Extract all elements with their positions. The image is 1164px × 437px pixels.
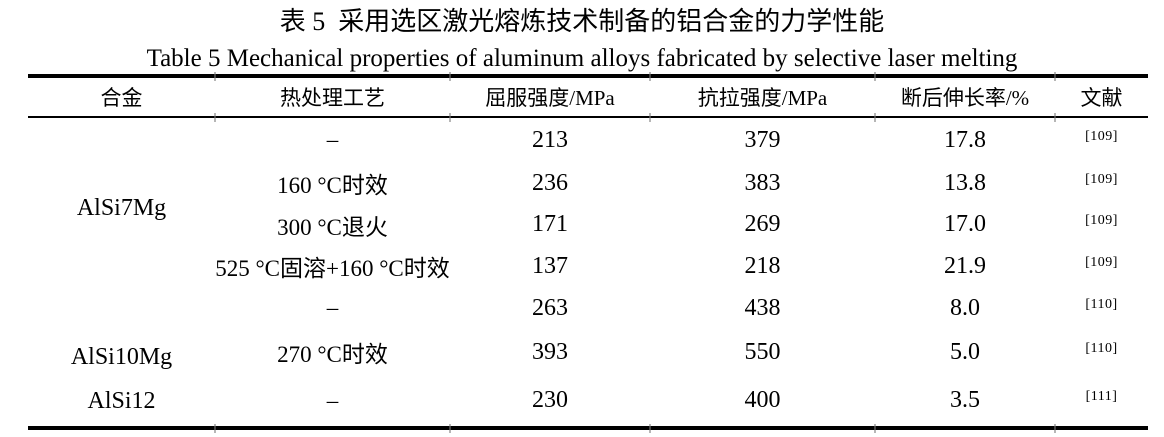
cell-tensile-strength: 400: [744, 387, 781, 413]
cell-elongation: 13.8: [944, 169, 986, 196]
cell-tensile-strength: 438: [744, 294, 781, 321]
column-header-tensile: 抗拉强度/MPa: [697, 86, 828, 110]
column-header-yield: 屈服强度/MPa: [485, 86, 615, 110]
table-top-rule: [28, 74, 1148, 78]
column-boundary-tick: [649, 72, 651, 81]
data-table: 合金 热处理工艺 屈服强度/MPa 抗拉强度/MPa 断后伸长率/% 文献 – …: [28, 72, 1148, 434]
cell-reference: [111]: [1055, 387, 1148, 414]
cell-elongation: 8.0: [950, 294, 980, 321]
cell-treatment: 160 °C时效: [277, 173, 388, 198]
cell-yield-strength: 213: [532, 126, 568, 153]
column-boundary-tick: [1054, 113, 1056, 122]
column-boundary-tick: [449, 113, 451, 122]
reference-citation: [111]: [1085, 389, 1118, 404]
table-row: 160 °C时效 236 383 13.8 [109]: [28, 162, 1148, 204]
table-body: – 213 379 17.8 [109] 160 °C时效 236 383 13…: [28, 118, 1148, 426]
column-boundary-tick: [874, 424, 876, 433]
cell-reference: [109]: [1055, 211, 1148, 238]
column-boundary-tick: [1054, 424, 1056, 433]
cell-treatment: –: [326, 127, 339, 152]
column-header-treatment: 热处理工艺: [280, 86, 385, 110]
cell-yield-strength: 263: [532, 294, 568, 321]
cell-yield-strength: 230: [532, 387, 568, 413]
cell-reference: [109]: [1055, 127, 1148, 154]
cell-tensile-strength: 269: [744, 211, 781, 237]
reference-citation: [109]: [1085, 128, 1118, 144]
column-header-alloy: 合金: [100, 86, 143, 110]
table-header-row: 合金 热处理工艺 屈服强度/MPa 抗拉强度/MPa 断后伸长率/% 文献: [28, 78, 1148, 116]
cell-elongation: 21.9: [944, 252, 986, 279]
table-bottom-rule: [28, 426, 1148, 430]
cell-tensile-strength: 218: [744, 252, 781, 279]
alloy-name-alsi10mg: AlSi10Mg: [70, 344, 173, 370]
column-boundary-tick: [214, 113, 216, 122]
column-boundary-tick: [214, 72, 216, 81]
column-boundary-tick: [874, 113, 876, 122]
column-boundary-tick: [449, 424, 451, 433]
cell-reference: [109]: [1055, 253, 1148, 280]
cell-elongation: 17.8: [944, 126, 986, 153]
cell-yield-strength: 137: [532, 252, 568, 279]
table-row: 270 °C时效 393 550 5.0 [110]: [28, 329, 1148, 375]
cell-elongation: 5.0: [950, 338, 980, 365]
cell-tensile-strength: 383: [744, 169, 781, 196]
table-row: 300 °C退火 171 269 17.0 [109]: [28, 204, 1148, 245]
table-title-english: Table 5 Mechanical properties of aluminu…: [146, 45, 1018, 72]
table-row: – 263 438 8.0 [110]: [28, 287, 1148, 329]
alloy-name-alsi7mg: AlSi7Mg: [76, 195, 167, 221]
column-boundary-tick: [649, 113, 651, 122]
column-boundary-tick: [1054, 72, 1056, 81]
reference-citation: [109]: [1085, 171, 1118, 187]
cell-treatment: –: [326, 387, 339, 413]
cell-treatment: 270 °C时效: [277, 342, 388, 367]
table-title-chinese: 表 5 采用选区激光熔炼技术制备的铝合金的力学性能: [279, 7, 885, 36]
column-boundary-tick: [874, 72, 876, 81]
cell-treatment: –: [326, 295, 339, 320]
cell-yield-strength: 393: [532, 338, 568, 365]
reference-citation: [110]: [1085, 340, 1118, 356]
cell-reference: [110]: [1055, 295, 1148, 322]
table-row: 525 °C固溶+160 °C时效 137 218 21.9 [109]: [28, 245, 1148, 287]
cell-elongation: 3.5: [950, 387, 980, 413]
table-row: – 230 400 3.5 [111]: [28, 375, 1148, 426]
table-row: – 213 379 17.8 [109]: [28, 118, 1148, 162]
cell-yield-strength: 236: [532, 169, 568, 196]
cell-reference: [109]: [1055, 170, 1148, 197]
column-header-reference: 文献: [1080, 86, 1123, 110]
reference-citation: [109]: [1085, 254, 1118, 270]
column-header-elongation: 断后伸长率/%: [900, 86, 1030, 110]
cell-yield-strength: 171: [532, 211, 568, 237]
cell-reference: [110]: [1055, 339, 1148, 366]
cell-tensile-strength: 550: [744, 338, 781, 365]
cell-elongation: 17.0: [944, 211, 986, 237]
column-boundary-tick: [214, 424, 216, 433]
cell-tensile-strength: 379: [744, 126, 781, 153]
alloy-name-alsi12: AlSi12: [87, 388, 156, 414]
column-boundary-tick: [449, 72, 451, 81]
reference-citation: [109]: [1085, 213, 1118, 228]
cell-treatment: 300 °C退火: [277, 214, 388, 240]
table-header-rule: [28, 116, 1148, 118]
column-boundary-tick: [649, 424, 651, 433]
cell-treatment: 525 °C固溶+160 °C时效: [215, 256, 450, 281]
reference-citation: [110]: [1085, 296, 1118, 312]
